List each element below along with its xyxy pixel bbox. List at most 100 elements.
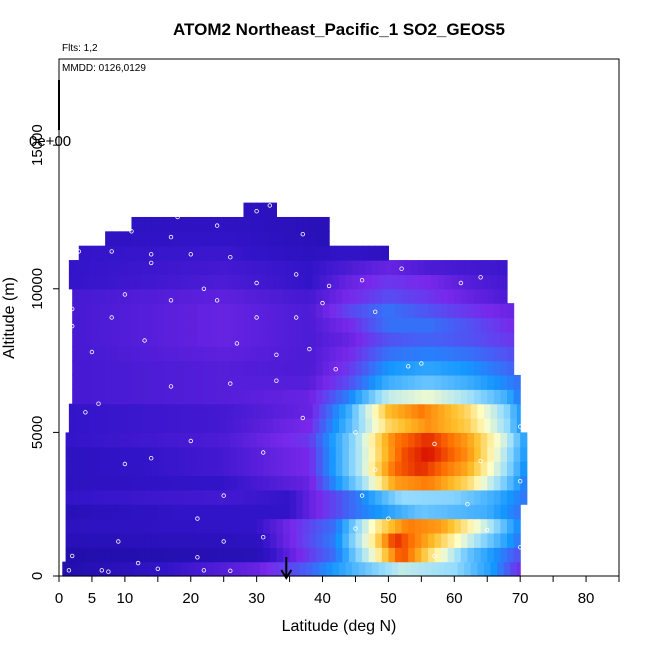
- heatmap-cell: [82, 403, 90, 419]
- heatmap-cell: [276, 374, 284, 390]
- y-tick-label: 15000: [29, 124, 46, 166]
- heatmap-cell: [220, 561, 228, 577]
- heatmap-cell: [421, 303, 429, 319]
- heatmap-cell: [269, 331, 278, 347]
- heatmap-cell: [72, 504, 80, 520]
- heatmap-cell: [480, 504, 488, 520]
- heatmap-cell: [434, 288, 442, 304]
- heatmap-cell: [157, 475, 166, 491]
- x-tick-label: 40: [314, 590, 331, 607]
- heatmap-cell: [381, 389, 390, 405]
- heatmap-cell: [210, 317, 218, 333]
- heatmap-cell: [309, 216, 317, 232]
- heatmap-cell: [223, 547, 231, 563]
- heatmap-cell: [101, 260, 110, 276]
- heatmap-cell: [431, 418, 439, 433]
- heatmap-cell: [177, 461, 185, 477]
- heatmap-cell: [174, 403, 182, 419]
- heatmap-cell: [401, 360, 409, 376]
- heatmap-cell: [240, 260, 248, 276]
- sample-point: [333, 367, 338, 372]
- sample-point: [122, 292, 128, 297]
- heatmap-cell: [520, 432, 528, 448]
- heatmap-cell: [283, 360, 291, 376]
- heatmap-cell: [375, 331, 383, 347]
- heatmap-cell: [441, 288, 449, 304]
- heatmap-cell: [138, 216, 146, 232]
- heatmap-cell: [157, 303, 166, 319]
- sample-point: [274, 378, 279, 383]
- heatmap-cell: [493, 489, 502, 505]
- heatmap-cell: [322, 303, 330, 319]
- heatmap-cell: [447, 547, 455, 563]
- heatmap-cell: [319, 561, 327, 577]
- heatmap-cell: [128, 418, 136, 433]
- heatmap-cell: [434, 360, 442, 376]
- heatmap-cell: [194, 260, 202, 276]
- heatmap-cell: [141, 274, 149, 290]
- heatmap-cell: [210, 245, 218, 261]
- heatmap-cell: [454, 504, 462, 520]
- heatmap-cell: [124, 461, 133, 477]
- heatmap-cell: [414, 489, 422, 505]
- heatmap-cell: [230, 231, 238, 247]
- heatmap-cell: [421, 504, 429, 520]
- heatmap-cell: [289, 532, 297, 548]
- heatmap-cell: [91, 547, 100, 563]
- heatmap-cell: [335, 547, 343, 563]
- heatmap-cell: [207, 403, 215, 419]
- heatmap-cell: [474, 374, 482, 390]
- heatmap-cell: [250, 202, 258, 218]
- heatmap-cell: [457, 561, 465, 577]
- heatmap-cell: [164, 475, 172, 491]
- heatmap-cell: [309, 231, 317, 247]
- heatmap-cell: [467, 346, 475, 362]
- heatmap-cell: [362, 489, 370, 505]
- heatmap-cell: [147, 403, 156, 419]
- heatmap-cell: [105, 475, 113, 491]
- heatmap-cell: [78, 331, 86, 347]
- heatmap-cell: [157, 504, 166, 520]
- heatmap-cell: [342, 446, 350, 462]
- heatmap-cell: [315, 518, 324, 534]
- heatmap-cell: [480, 303, 488, 319]
- heatmap-cell: [315, 216, 324, 232]
- heatmap-cell: [296, 547, 304, 563]
- heatmap-cell: [516, 403, 521, 419]
- heatmap-cell: [91, 303, 100, 319]
- heatmap-cell: [98, 317, 106, 333]
- heatmap-cell: [375, 432, 383, 448]
- heatmap-cell: [131, 489, 139, 505]
- heatmap-cell: [124, 446, 133, 462]
- heatmap-cell: [65, 475, 73, 491]
- heatmap-cell: [283, 489, 291, 505]
- heatmap-cell: [124, 317, 133, 333]
- heatmap-cell: [223, 216, 231, 232]
- heatmap-cell: [342, 504, 350, 520]
- heatmap-cell: [395, 518, 403, 534]
- heatmap-cell: [233, 561, 241, 577]
- heatmap-cell: [381, 461, 390, 477]
- heatmap-cell: [72, 461, 80, 477]
- heatmap-cell: [497, 403, 505, 419]
- heatmap-cell: [276, 547, 284, 563]
- heatmap-cell: [302, 518, 310, 534]
- heatmap-cell: [177, 346, 185, 362]
- heatmap-cell: [454, 303, 462, 319]
- heatmap-cell: [250, 245, 258, 261]
- heatmap-cell: [276, 532, 284, 548]
- heatmap-cell: [487, 461, 495, 477]
- heatmap-cell: [289, 461, 297, 477]
- heatmap-cell: [203, 360, 212, 376]
- heatmap-cell: [434, 432, 442, 448]
- heatmap-cell: [283, 446, 291, 462]
- heatmap-cell: [348, 317, 357, 333]
- heatmap-cell: [434, 461, 442, 477]
- heatmap-cell: [72, 360, 80, 376]
- heatmap-cell: [467, 317, 475, 333]
- heatmap-cell: [388, 374, 396, 390]
- heatmap-cell: [467, 432, 475, 448]
- heatmap-cell: [365, 561, 373, 577]
- heatmap-cell: [144, 374, 152, 390]
- heatmap-cell: [474, 331, 482, 347]
